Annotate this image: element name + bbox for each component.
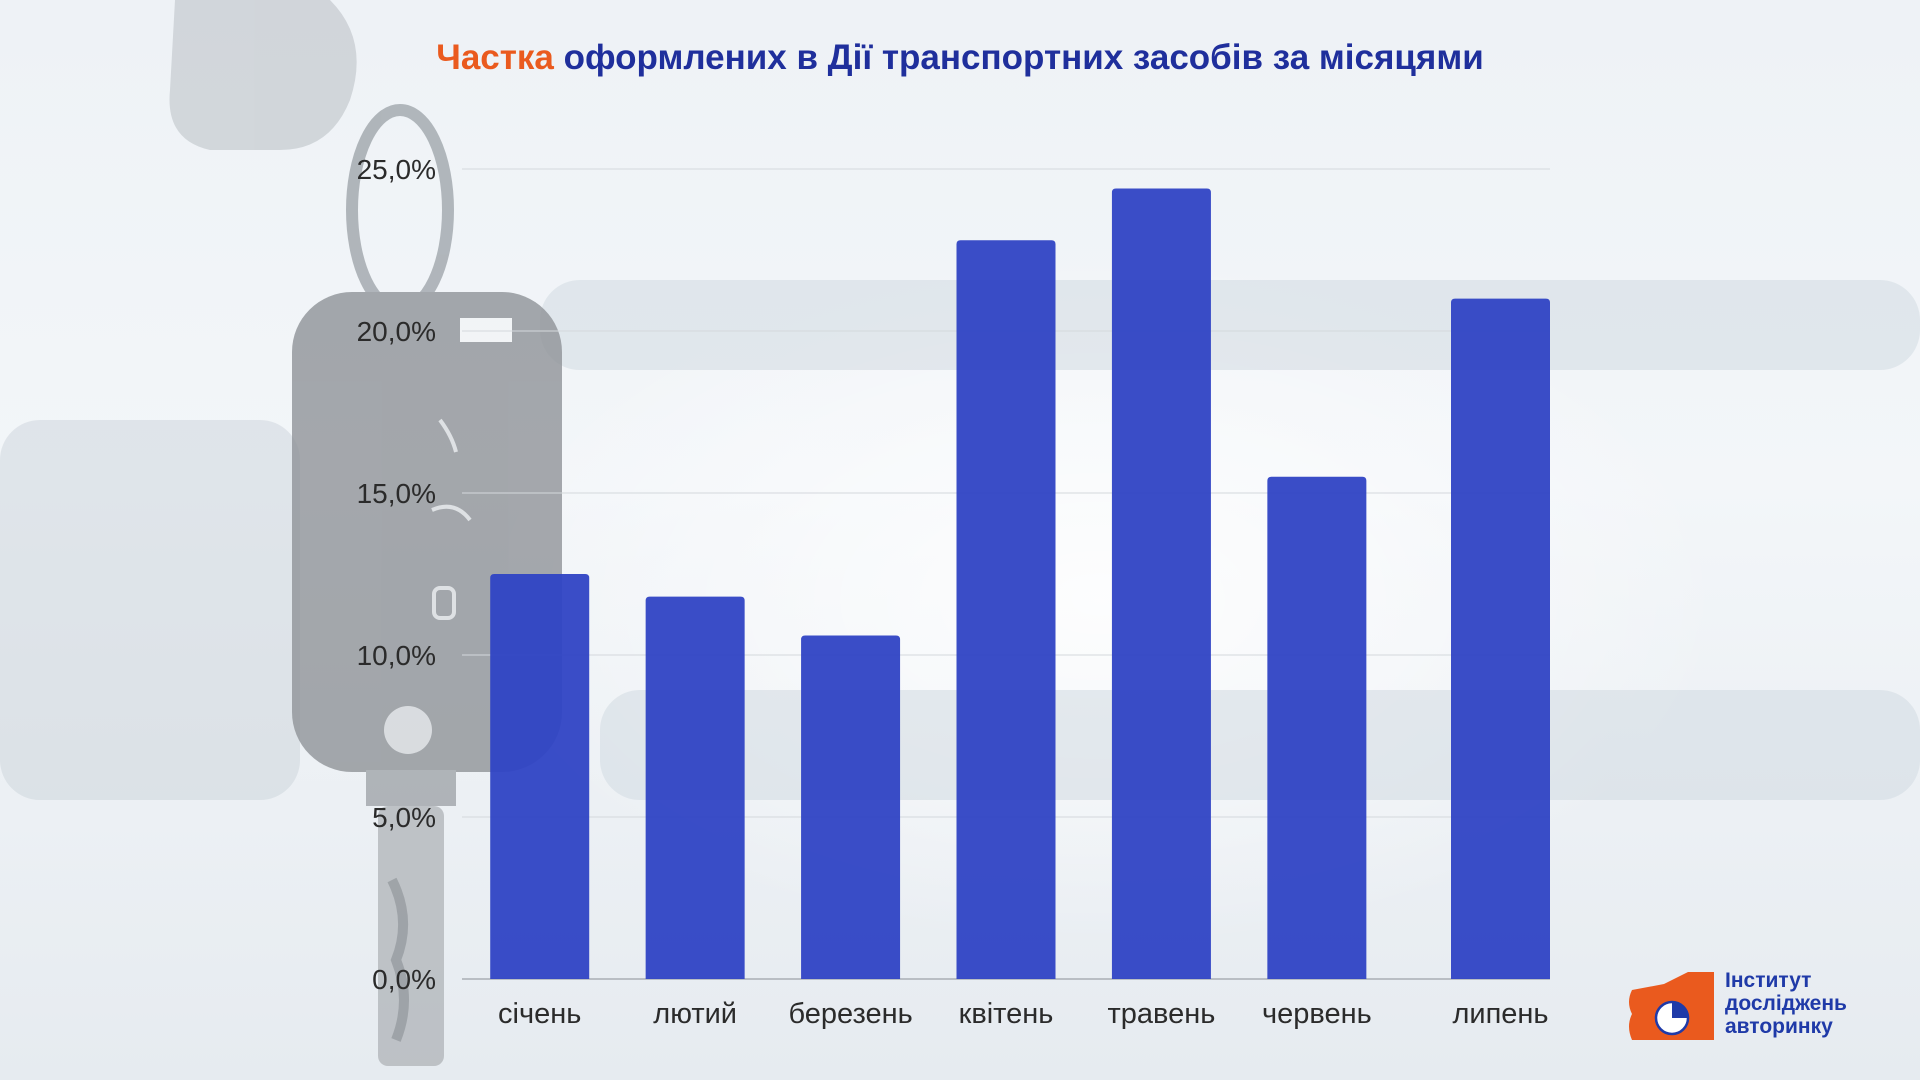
x-category-label: березень	[788, 998, 912, 1030]
bar-6	[1267, 476, 1367, 979]
x-category-label: лютий	[653, 998, 737, 1030]
logo-line-3: авторинку	[1725, 1015, 1833, 1038]
chart-title: Частка оформлених в Дії транспортних зас…	[0, 38, 1920, 78]
y-axis-ticks: 0,0% 5,0% 10,0% 15,0% 20,0% 25,0%	[357, 154, 436, 995]
y-tick-label: 25,0%	[357, 154, 436, 185]
logo-emblem-icon	[1629, 972, 1714, 1040]
institute-logo: Інститут досліджень авторинку	[1626, 966, 1886, 1046]
x-category-label: травень	[1107, 998, 1215, 1030]
logo-text: Інститут досліджень авторинку	[1725, 969, 1847, 1038]
y-tick-label: 0,0%	[372, 964, 436, 995]
bar-7	[1451, 298, 1550, 980]
y-tick-label: 15,0%	[357, 478, 436, 509]
x-category-label: липень	[1452, 998, 1548, 1030]
bar-3	[801, 635, 901, 979]
bar-2	[645, 596, 745, 979]
bars	[490, 188, 1550, 980]
bar-4	[956, 240, 1056, 979]
logo-line-2: досліджень	[1725, 992, 1847, 1015]
chart-title-rest: оформлених в Дії транспортних засобів за…	[553, 38, 1484, 77]
bar-1	[490, 574, 590, 979]
chart-title-accent: Частка	[436, 38, 554, 77]
x-category-label: квітень	[959, 998, 1054, 1030]
bar-5	[1111, 188, 1211, 979]
x-category-label: червень	[1262, 998, 1372, 1030]
logo-line-1: Інститут	[1725, 969, 1812, 992]
y-tick-label: 10,0%	[357, 640, 436, 671]
y-tick-label: 5,0%	[372, 802, 436, 833]
x-category-label: січень	[498, 998, 581, 1030]
x-axis-labels: січень лютий березень квітень травень червень…	[498, 998, 1548, 1030]
y-tick-label: 20,0%	[357, 316, 436, 347]
